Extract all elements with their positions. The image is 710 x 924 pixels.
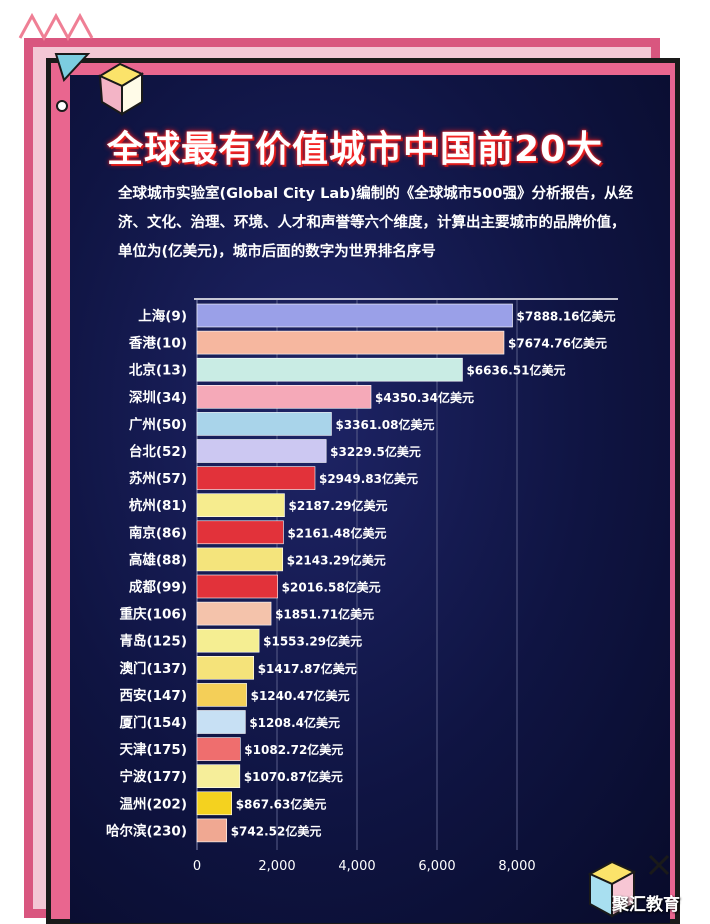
value-label: $6636.51亿美元 — [466, 363, 565, 378]
bar — [196, 520, 284, 545]
category-label: 重庆(106) — [119, 606, 187, 623]
category-label: 厦门(154) — [119, 714, 187, 731]
category-label: 西安(147) — [119, 687, 187, 704]
x-tick-label: 4,000 — [338, 859, 375, 874]
bar — [196, 791, 233, 816]
bar — [196, 412, 332, 436]
category-label: 苏州(57) — [129, 470, 187, 487]
value-label: $2949.83亿美元 — [319, 471, 418, 486]
value-label: $7888.16亿美元 — [517, 309, 616, 324]
category-label: 深圳(34) — [129, 389, 187, 406]
bar — [196, 601, 272, 626]
bar — [196, 764, 241, 789]
chart-title: 全球最有价值城市中国前20大 — [106, 129, 604, 170]
chart-panel: 上海(9) 香港(10) 北京(13) 深圳(34) 广州(50) 台北(52) 苏州(57… — [70, 75, 670, 923]
category-label: 南京(86) — [129, 524, 187, 541]
value-label: $1240.47亿美元 — [251, 688, 350, 703]
value-label: $4350.34亿美元 — [375, 390, 474, 405]
bar — [196, 683, 247, 707]
x-tick-label: 6,000 — [418, 859, 455, 874]
x-tick-label: 0 — [193, 859, 201, 874]
category-label: 成都(99) — [129, 579, 187, 596]
value-label: $1208.4亿美元 — [249, 715, 340, 730]
value-label: $1553.29亿美元 — [263, 634, 362, 649]
value-label: $3229.5亿美元 — [330, 444, 421, 459]
category-label: 哈尔滨(230) — [106, 822, 187, 839]
bar — [196, 357, 463, 382]
bar — [196, 466, 316, 490]
bar — [196, 439, 327, 463]
category-label: 杭州(81) — [129, 497, 187, 514]
value-label: $742.52亿美元 — [231, 823, 322, 838]
bar — [196, 330, 505, 355]
circle-icon — [56, 100, 68, 112]
value-label: $2187.29亿美元 — [288, 498, 387, 513]
category-label: 广州(50) — [129, 416, 187, 433]
x-tick-label: 8,000 — [498, 859, 535, 874]
bars — [196, 303, 513, 843]
bar — [196, 710, 246, 734]
bar — [196, 493, 285, 518]
value-label: $2161.48亿美元 — [287, 525, 386, 540]
bar — [196, 547, 284, 572]
value-label: $867.63亿美元 — [236, 796, 327, 811]
value-label: $1082.72亿美元 — [244, 742, 343, 757]
cube-icon — [97, 62, 145, 116]
bar-chart: 上海(9) 香港(10) 北京(13) 深圳(34) 广州(50) 台北(52) 苏州(57… — [106, 298, 618, 874]
chart-subtitle: 全球城市实验室(Global City Lab)编制的《全球城市500强》分析报… — [118, 186, 633, 260]
category-label: 青岛(125) — [119, 633, 187, 650]
value-label: $1070.87亿美元 — [244, 769, 343, 784]
category-labels: 上海(9) 香港(10) 北京(13) 深圳(34) 广州(50) 台北(52) 苏州(57… — [106, 308, 187, 840]
bar — [196, 655, 255, 680]
cube-icon-bottom — [587, 860, 637, 918]
value-label: $3361.08亿美元 — [335, 417, 434, 432]
category-label: 上海(9) — [138, 308, 187, 325]
x-tick-labels: 0 2,000 4,000 6,000 8,000 — [193, 859, 536, 874]
bar — [196, 303, 513, 328]
x-tick-label: 2,000 — [258, 859, 295, 874]
category-label: 高雄(88) — [129, 551, 187, 568]
category-label: 澳门(137) — [119, 660, 187, 677]
x-icon — [648, 854, 670, 876]
value-label: $1851.71亿美元 — [275, 607, 374, 622]
value-label: $2143.29亿美元 — [287, 552, 386, 567]
category-label: 北京(13) — [129, 362, 187, 379]
bar — [196, 737, 241, 761]
category-label: 天津(175) — [119, 741, 187, 758]
value-label: $2016.58亿美元 — [282, 580, 381, 595]
triangle-icon — [54, 53, 91, 82]
category-label: 香港(10) — [128, 335, 187, 352]
bar — [196, 574, 278, 599]
bar — [196, 628, 260, 653]
category-label: 台北(52) — [129, 443, 187, 460]
value-labels: $7888.16亿美元 $7674.76亿美元 $6636.51亿美元 $4350.3… — [231, 309, 616, 839]
category-label: 宁波(177) — [119, 768, 187, 785]
watermark: 聚汇教育 — [612, 895, 680, 915]
bar — [196, 818, 228, 843]
category-label: 温州(202) — [119, 796, 187, 812]
bar — [196, 384, 372, 409]
value-label: $7674.76亿美元 — [508, 336, 607, 351]
zigzag-icon — [18, 12, 94, 42]
value-label: $1417.87亿美元 — [258, 661, 357, 676]
